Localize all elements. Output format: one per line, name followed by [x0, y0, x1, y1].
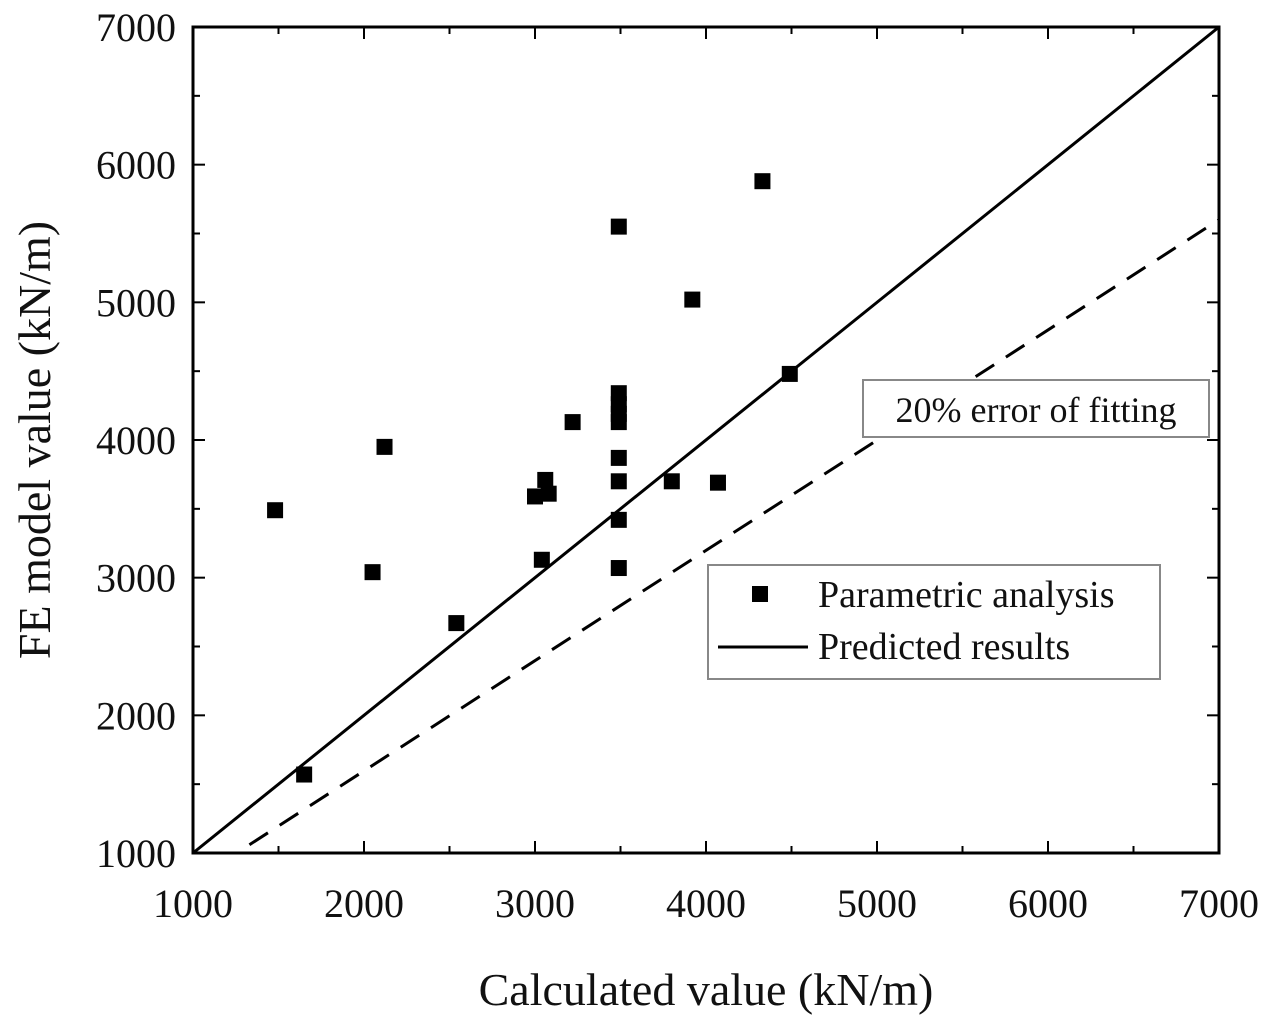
y-tick-label: 7000 [96, 5, 176, 50]
y-tick-label: 6000 [96, 143, 176, 188]
y-tick-label: 2000 [96, 693, 176, 738]
scatter-point [781, 365, 798, 382]
y-tick-label: 5000 [96, 280, 176, 325]
scatter-point [364, 564, 381, 581]
series-lines [193, 27, 1219, 853]
x-axis-title: Calculated value (kN/m) [479, 964, 934, 1015]
scatter-point [610, 511, 627, 528]
scatter-points [267, 173, 798, 783]
x-tick-label: 5000 [837, 881, 917, 926]
x-tick-label: 2000 [324, 881, 404, 926]
annotation-box: 20% error of fitting [862, 379, 1210, 438]
scatter-point [684, 291, 701, 308]
y-tick-label: 1000 [96, 831, 176, 876]
scatter-point [537, 471, 554, 488]
predicted-line [193, 27, 1219, 853]
scatter-point [527, 488, 543, 505]
plot-area [191, 25, 1221, 855]
legend: Parametric analysis Predicted results [707, 564, 1161, 680]
axis-ticks [192, 26, 1220, 854]
legend-label-predicted: Predicted results [818, 626, 1070, 668]
scatter-point [540, 485, 557, 502]
tick-labels: 1000 2000 3000 4000 5000 6000 7000 1000 2000 3000… [96, 5, 1259, 926]
annotation-label: 20% error of fitting [896, 390, 1177, 430]
scatter-point [376, 438, 393, 455]
scatter-point [448, 615, 465, 632]
legend-frame [707, 564, 1161, 680]
x-tick-label: 4000 [666, 881, 746, 926]
scatter-point [564, 414, 581, 431]
scatter-point [610, 473, 627, 490]
x-tick-label: 1000 [153, 881, 233, 926]
x-tick-label: 6000 [1008, 881, 1088, 926]
scatter-point [709, 474, 726, 491]
scatter-point [610, 218, 627, 235]
scatter-point [754, 173, 771, 190]
x-tick-label: 3000 [495, 881, 575, 926]
scatter-point [610, 449, 627, 466]
legend-marker-square [752, 586, 768, 602]
y-axis-title: FE model value (kN/m) [9, 221, 60, 659]
legend-label-parametric: Parametric analysis [818, 574, 1115, 616]
scatter-point [267, 502, 284, 519]
scatter-point [610, 560, 627, 577]
y-tick-label: 4000 [96, 418, 176, 463]
y-tick-label: 3000 [96, 556, 176, 601]
scatter-point [610, 414, 627, 431]
annotation-frame [862, 379, 1210, 438]
error-bound-line [248, 218, 1219, 847]
scatter-point [533, 551, 550, 568]
x-tick-label: 7000 [1179, 881, 1259, 926]
scatter-point [296, 766, 313, 783]
scatter-point [663, 473, 680, 490]
